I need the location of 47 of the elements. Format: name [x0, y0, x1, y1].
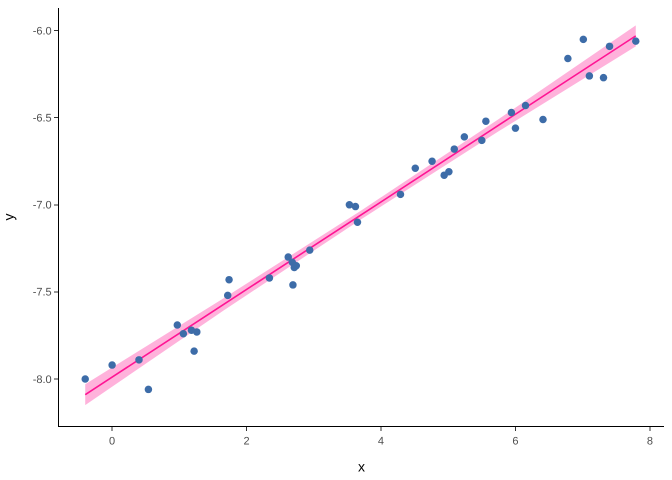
y-tick-label: -7.5	[32, 286, 52, 299]
point	[352, 202, 360, 210]
point	[580, 36, 588, 44]
point	[512, 124, 520, 132]
x-tick-label: 6	[512, 435, 519, 448]
point	[450, 145, 458, 153]
point	[135, 356, 143, 364]
point	[508, 108, 516, 116]
point	[412, 164, 420, 172]
point	[354, 218, 362, 226]
point	[193, 328, 201, 336]
point	[180, 330, 188, 338]
y-tick-label: -6.5	[32, 112, 52, 125]
point	[224, 292, 232, 300]
point	[225, 276, 233, 284]
x-axis-title: x	[358, 458, 365, 475]
point	[174, 321, 182, 329]
point	[445, 168, 453, 176]
point	[144, 386, 152, 394]
x-tick-label: 0	[109, 435, 116, 448]
y-tick-label: -7.0	[32, 200, 52, 212]
point	[478, 136, 486, 144]
point	[306, 246, 314, 254]
y-axis-title: y	[0, 214, 16, 220]
x-tick-label: 8	[646, 435, 653, 448]
x-tick-label: 2	[243, 435, 250, 448]
point	[564, 54, 572, 62]
point	[284, 253, 292, 261]
point	[632, 37, 640, 45]
point	[586, 72, 594, 80]
y-tick-label: -6.0	[32, 25, 52, 38]
point	[539, 116, 547, 124]
y-tick-label: -8.0	[32, 374, 52, 386]
point	[190, 347, 198, 355]
point	[108, 361, 116, 369]
point	[289, 281, 297, 289]
point	[482, 117, 490, 125]
point	[81, 375, 89, 383]
point	[396, 190, 404, 198]
x-tick-label: 4	[378, 435, 384, 448]
point	[522, 102, 530, 110]
point	[266, 274, 274, 282]
point	[428, 158, 436, 166]
point	[600, 74, 608, 82]
point	[460, 133, 468, 141]
point	[606, 42, 614, 50]
point	[346, 201, 354, 209]
